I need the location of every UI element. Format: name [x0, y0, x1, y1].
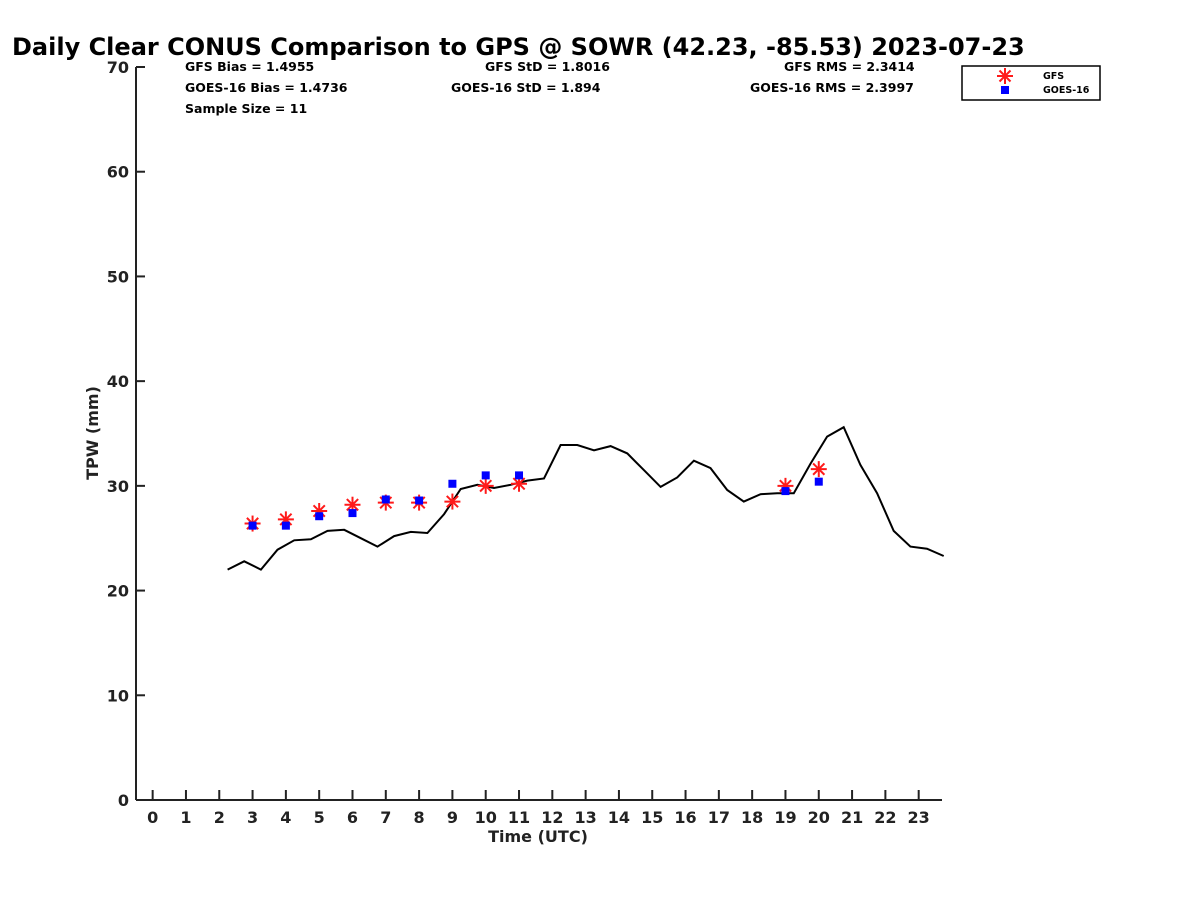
gfs-point	[511, 475, 528, 492]
x-tick-label: 5	[314, 808, 325, 827]
gfs-point-stroke	[812, 462, 826, 476]
x-tick-label: 8	[414, 808, 425, 827]
x-tick-label: 13	[574, 808, 596, 827]
markers	[244, 461, 827, 532]
stat-goes-bias: GOES-16 Bias = 1.4736	[185, 80, 348, 95]
goes-point	[814, 477, 823, 486]
gfs-point-stroke	[479, 479, 493, 493]
x-tick-label: 3	[247, 808, 258, 827]
y-axis-label: TPW (mm)	[83, 386, 102, 480]
legend-goes-square-icon	[1001, 86, 1009, 94]
y-tick-label: 60	[107, 163, 129, 182]
gps-line	[227, 425, 945, 571]
gfs-point	[477, 477, 494, 494]
x-tick-label: 9	[447, 808, 458, 827]
goes-point	[381, 495, 390, 504]
x-tick-label: 0	[147, 808, 158, 827]
stat-gfs-std: GFS StD = 1.8016	[485, 59, 610, 74]
x-tick-label: 7	[380, 808, 391, 827]
stat-sample-size: Sample Size = 11	[185, 101, 307, 116]
x-tick-label: 18	[741, 808, 763, 827]
goes-point	[415, 496, 424, 505]
gfs-point	[444, 493, 461, 510]
x-tick-label: 4	[280, 808, 291, 827]
goes-point	[248, 521, 257, 530]
x-tick-label: 22	[874, 808, 896, 827]
x-tick-label: 10	[475, 808, 497, 827]
stat-gfs-bias: GFS Bias = 1.4955	[185, 59, 314, 74]
y-tick-label: 10	[107, 686, 129, 705]
x-tick-label: 21	[841, 808, 863, 827]
x-tick-label: 11	[508, 808, 530, 827]
gps-series-line	[227, 425, 945, 571]
goes-point	[515, 471, 524, 480]
stats-block: GFS Bias = 1.4955 GFS StD = 1.8016 GFS R…	[185, 59, 915, 116]
x-tick-label: 17	[708, 808, 730, 827]
gfs-point-stroke	[446, 495, 459, 508]
stat-gfs-rms: GFS RMS = 2.3414	[784, 59, 915, 74]
y-tick-label: 20	[107, 582, 129, 601]
legend-box	[961, 65, 1101, 101]
stat-goes-rms: GOES-16 RMS = 2.3997	[750, 80, 914, 95]
axes: 0 1 2 3 4 5 6 7 8 9 10 11 12 13 14 15 16 17 18 19 20 21 22 2301…	[107, 58, 942, 827]
x-tick-label: 1	[180, 808, 191, 827]
goes-point	[481, 471, 490, 480]
y-tick-label: 50	[107, 267, 129, 286]
y-tick-label: 0	[118, 791, 129, 810]
x-tick-label: 14	[608, 808, 630, 827]
y-tick-label: 70	[107, 58, 129, 77]
x-tick-label: 19	[774, 808, 796, 827]
y-tick-label: 40	[107, 372, 129, 391]
x-tick-label: 16	[674, 808, 696, 827]
gfs-point-stroke	[346, 498, 359, 512]
y-tick-label: 30	[107, 477, 129, 496]
legend: GFS GOES-16	[961, 65, 1101, 101]
x-tick-label: 2	[214, 808, 225, 827]
legend-gfs-label: GFS	[1043, 71, 1064, 82]
x-tick-label: 23	[908, 808, 930, 827]
goes-point	[348, 509, 357, 518]
legend-goes-label: GOES-16	[1043, 85, 1090, 96]
goes-point	[315, 512, 324, 521]
x-tick-label: 20	[808, 808, 830, 827]
legend-gfs-star-icon	[997, 68, 1013, 84]
x-axis-label: Time (UTC)	[488, 827, 588, 846]
x-tick-label: 15	[641, 808, 663, 827]
goes-point	[281, 521, 290, 530]
stat-goes-std: GOES-16 StD = 1.894	[451, 80, 601, 95]
gfs-point-stroke	[512, 477, 526, 491]
x-tick-label: 6	[347, 808, 358, 827]
goes-point	[781, 487, 790, 496]
gfs-point	[810, 461, 827, 478]
x-tick-label: 12	[541, 808, 563, 827]
goes-point	[448, 479, 457, 488]
chart-title: Daily Clear CONUS Comparison to GPS @ SO…	[12, 33, 1025, 61]
